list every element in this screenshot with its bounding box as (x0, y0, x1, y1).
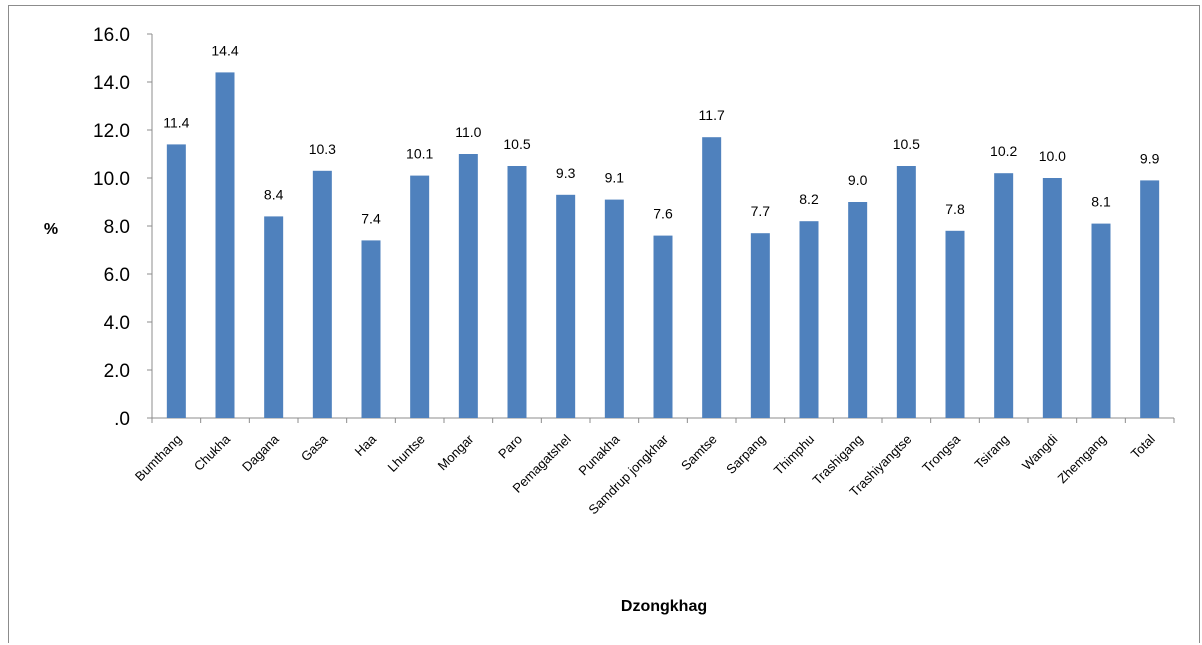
data-label: 7.8 (945, 201, 965, 217)
bar (361, 240, 381, 418)
y-axis-title: % (44, 221, 58, 238)
data-label: 11.0 (455, 124, 481, 140)
category-label: Mongar (435, 431, 477, 473)
category-label: Paro (495, 432, 525, 462)
category-label: Dagana (239, 431, 282, 474)
data-label: 7.6 (653, 206, 673, 222)
data-label: 14.4 (211, 42, 238, 58)
data-label: 9.3 (556, 165, 576, 181)
y-tick-label: 10.0 (93, 169, 130, 190)
bar (556, 194, 576, 418)
bar (604, 199, 624, 418)
bar (458, 154, 478, 418)
category-label: Sarpang (723, 432, 768, 477)
bar (848, 202, 868, 418)
category-label: Samtse (678, 432, 720, 474)
bar (215, 72, 235, 419)
data-label: 7.7 (751, 203, 771, 219)
bar (750, 233, 770, 418)
category-label: Trongsa (919, 431, 964, 476)
y-tick-label: 2.0 (104, 361, 130, 382)
y-tick-label: 12.0 (93, 121, 130, 142)
category-label: Tsirang (972, 432, 1012, 472)
bar (1042, 178, 1062, 418)
y-tick-label: 14.0 (93, 73, 130, 94)
bar (896, 166, 916, 418)
data-label: 9.9 (1140, 150, 1160, 166)
data-label: 8.1 (1091, 194, 1111, 210)
category-label: Lhuntse (384, 432, 427, 475)
category-label: Chukha (191, 431, 234, 474)
y-tick-label: 8.0 (104, 217, 130, 238)
bar (312, 170, 332, 418)
data-label: 10.5 (893, 136, 920, 152)
plot-area: .0 2.0 4.0 6.0 8.0 10.0 12.0 14.0 16.0 11.4 Bumtha… (93, 25, 1175, 517)
data-label: 9.1 (605, 170, 625, 186)
data-label: 8.2 (799, 191, 819, 207)
data-label: 10.3 (309, 141, 336, 157)
category-label: Gasa (298, 431, 331, 464)
category-label: Wangdi (1019, 431, 1061, 473)
data-label: 11.4 (163, 114, 189, 130)
data-label: 7.4 (361, 210, 381, 226)
bar (653, 235, 673, 418)
bar (945, 230, 965, 418)
x-axis-title: Dzongkhag (621, 598, 707, 615)
bar (410, 175, 430, 418)
bar (702, 137, 722, 418)
bar (799, 221, 819, 418)
data-label: 10.0 (1039, 148, 1066, 164)
category-label: Zhemgang (1055, 432, 1110, 487)
bar (1140, 180, 1160, 418)
data-label: 10.1 (406, 146, 433, 162)
y-tick-label: 4.0 (104, 313, 130, 334)
bar (1091, 223, 1111, 418)
bar (264, 216, 284, 418)
bar (994, 173, 1014, 418)
data-label: 10.5 (503, 136, 530, 152)
category-label: Haa (352, 431, 380, 459)
bar (507, 166, 527, 418)
data-label: 11.7 (699, 107, 725, 123)
data-label: 8.4 (264, 186, 284, 202)
bar (166, 144, 186, 418)
category-label: Punakha (576, 431, 623, 478)
y-tick-label: 16.0 (93, 25, 130, 46)
y-tick-label: .0 (114, 409, 130, 430)
data-label: 9.0 (848, 172, 868, 188)
category-label: Bumthang (132, 432, 185, 485)
category-label: Total (1128, 431, 1158, 461)
data-label: 10.2 (990, 143, 1017, 159)
y-tick-label: 6.0 (104, 265, 130, 286)
category-label: Thimphu (771, 432, 817, 478)
